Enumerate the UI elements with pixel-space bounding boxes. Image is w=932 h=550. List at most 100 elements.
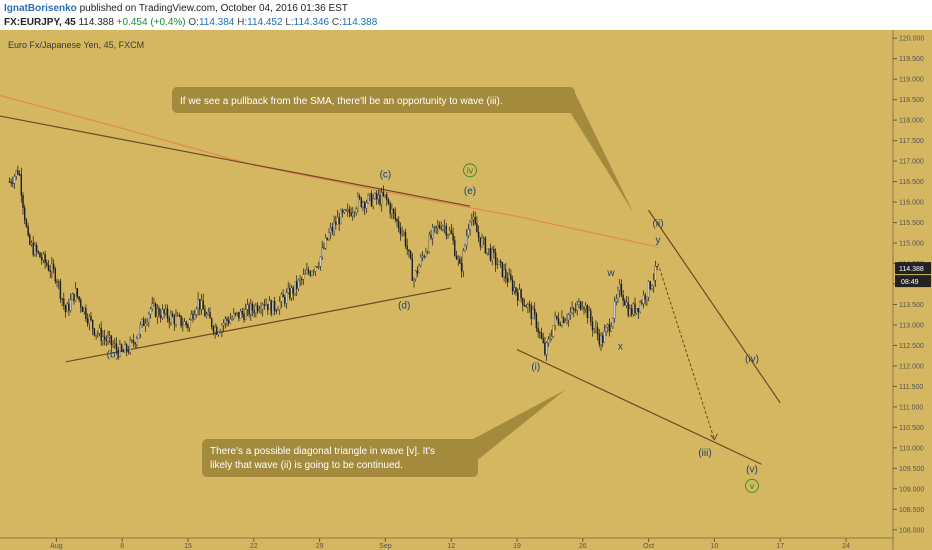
candle-body — [197, 299, 199, 310]
last-price: 114.388 — [78, 17, 114, 28]
candle-body — [420, 257, 422, 266]
candle-body — [56, 281, 58, 283]
candle-body — [290, 287, 293, 299]
candle-body — [295, 281, 298, 289]
time-axis[interactable] — [0, 538, 893, 550]
candle-body — [656, 266, 658, 268]
candle-body — [423, 255, 425, 257]
candle-body — [372, 198, 374, 207]
callout-box[interactable] — [202, 439, 478, 477]
candle-body — [204, 309, 206, 317]
candle-body — [216, 327, 218, 335]
candle-body — [505, 269, 507, 279]
candle-body — [321, 247, 323, 258]
candle-body — [114, 343, 116, 346]
candle-body — [229, 319, 232, 324]
candle-body — [511, 279, 514, 292]
price-tick-label: 119.500 — [899, 56, 924, 63]
candle-body — [498, 260, 500, 265]
trendline[interactable] — [516, 349, 762, 465]
candle-body — [615, 298, 618, 302]
candle-body — [23, 207, 26, 221]
candle-body — [285, 292, 288, 304]
wave-label: (d) — [398, 301, 410, 312]
candle-body — [374, 193, 376, 199]
candle-body — [10, 181, 12, 184]
candle-body — [47, 265, 50, 271]
candle-body — [17, 170, 19, 175]
price-tick-label: 109.500 — [899, 466, 924, 473]
candle-body — [127, 351, 130, 353]
candle-body — [272, 301, 274, 315]
candle-body — [409, 251, 412, 259]
candle-body — [146, 321, 148, 324]
price-tick-label: 117.500 — [899, 138, 924, 145]
candle-body — [46, 262, 48, 266]
candle-body — [421, 255, 424, 258]
price-axis[interactable] — [893, 30, 932, 550]
price-chart[interactable]: Euro Fx/Japanese Yen, 45, FXCM 120.000 11… — [0, 30, 932, 550]
candle-body — [192, 313, 194, 320]
candle-body — [163, 309, 165, 314]
candle-body — [15, 170, 17, 177]
candle-body — [142, 319, 145, 326]
wave-label: (v) — [746, 464, 758, 475]
price-tick-label: 113.500 — [899, 302, 924, 309]
candle-body — [642, 294, 645, 304]
candle-body — [302, 274, 305, 280]
candle-body — [484, 237, 487, 254]
candle-body — [503, 269, 505, 277]
candle-body — [556, 315, 558, 319]
wave-label: (e) — [464, 186, 476, 197]
symbol-label[interactable]: FX:EURJPY, 45 — [4, 17, 76, 28]
candle-body — [625, 302, 628, 306]
candle-body — [29, 235, 31, 245]
callout-pointer — [462, 390, 565, 462]
candle-body — [68, 303, 70, 312]
candle-body — [445, 225, 448, 236]
candle-body — [134, 342, 136, 345]
candle-body — [76, 288, 79, 297]
candle-body — [443, 225, 446, 227]
candle-body — [37, 251, 40, 253]
candle-body — [457, 258, 459, 260]
candle-body — [115, 343, 118, 350]
candle-body — [292, 287, 295, 294]
candle-body — [465, 235, 468, 246]
candle-body — [12, 182, 14, 184]
candle-body — [124, 344, 126, 353]
candle-body — [98, 327, 101, 334]
candle-body — [382, 192, 385, 196]
author-link[interactable]: IgnatBorisenko — [4, 3, 77, 14]
candle-body — [573, 308, 575, 311]
candle-body — [280, 294, 283, 302]
candle-body — [13, 176, 16, 184]
candle-body — [549, 338, 551, 340]
candle-body — [329, 227, 332, 234]
candle-body — [126, 344, 128, 352]
candle-body — [156, 308, 159, 317]
candle-body — [234, 313, 237, 315]
candle-body — [30, 242, 33, 245]
candle-body — [137, 334, 140, 339]
candle-body — [199, 299, 201, 310]
candle-body — [450, 230, 453, 234]
candle-body — [340, 210, 342, 225]
time-tick-label: 26 — [579, 543, 587, 550]
trendline[interactable] — [648, 209, 781, 404]
candle-body — [88, 316, 91, 324]
candle-body — [8, 181, 11, 183]
candle-body — [547, 338, 550, 344]
candle-body — [188, 319, 191, 328]
time-ticks: Aug 8 15 22 29 Sep 12 19 26 Oct 10 17 24 — [50, 538, 850, 550]
chart-header: IgnatBorisenko published on TradingView.… — [0, 0, 932, 30]
candle-body — [61, 298, 63, 300]
candle-body — [430, 234, 432, 239]
trendline[interactable] — [0, 115, 471, 207]
candle-body — [469, 221, 471, 230]
candle-body — [129, 340, 131, 353]
candle-body — [566, 319, 568, 321]
callout-box[interactable] — [172, 87, 575, 113]
candle-body — [265, 304, 267, 306]
callout-text: There's a possible diagonal triangle in … — [210, 446, 435, 457]
